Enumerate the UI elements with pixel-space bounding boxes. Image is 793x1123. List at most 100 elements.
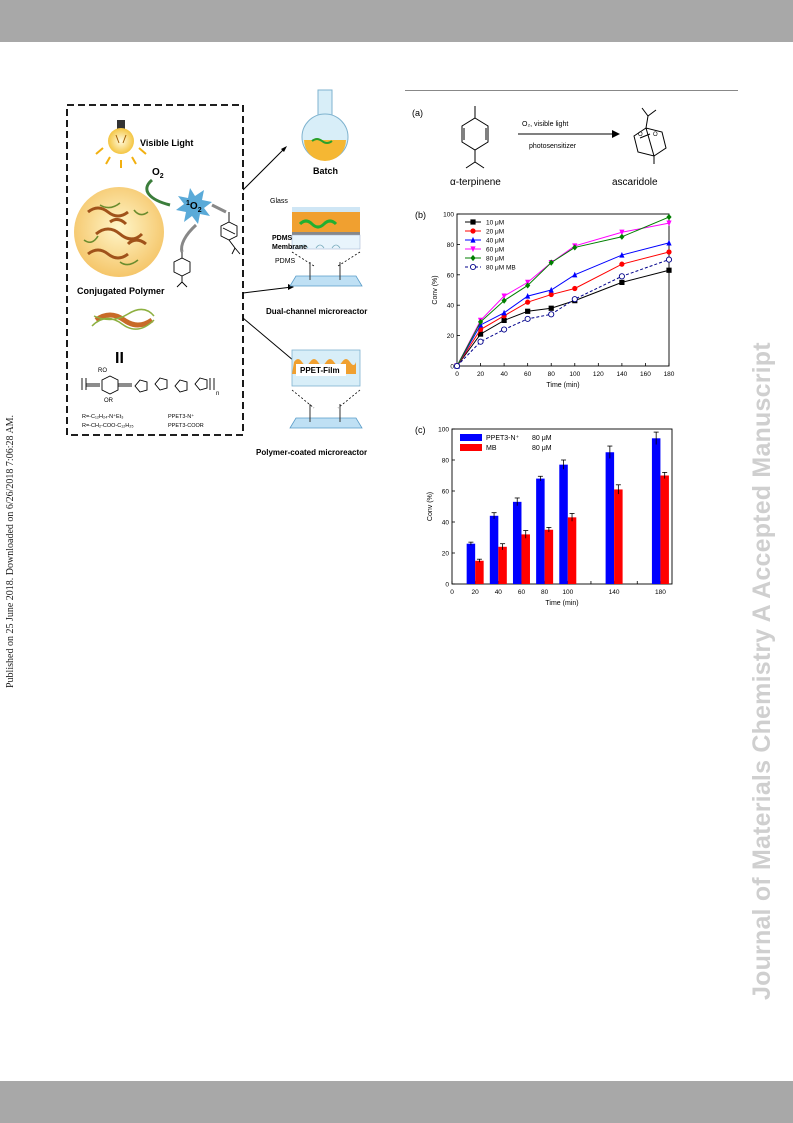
- y-tick-label: 0: [445, 582, 449, 589]
- y-tick-label: 100: [443, 212, 454, 219]
- p1-label: PPET3-N⁺: [168, 413, 194, 420]
- footer-band: [0, 1081, 793, 1123]
- polymer-structure-icon: [81, 375, 215, 395]
- x-tick-label: 100: [569, 371, 580, 378]
- bar: [567, 517, 577, 584]
- polymer-sphere-icon: [74, 187, 164, 277]
- data-point: [666, 239, 672, 246]
- data-point: [666, 220, 672, 227]
- r2-formula: R=-CH₂-COO-C₁₂H₂₅: [82, 423, 134, 429]
- bar: [489, 515, 499, 584]
- legend-label: 20 μM: [486, 229, 504, 236]
- x-tick-label: 120: [593, 371, 604, 378]
- pdms-membrane-label-1: PDMS: [272, 235, 293, 242]
- o2-arrow: [145, 178, 171, 207]
- plot-frame: [456, 213, 670, 367]
- legend-value: 80 μM: [532, 435, 552, 442]
- bar: [605, 452, 615, 584]
- x-tick-label: 140: [609, 589, 620, 596]
- repeat-n-label: n: [216, 391, 219, 397]
- data-point: [619, 279, 625, 285]
- legend-label: 40 μM: [486, 238, 504, 245]
- journal-watermark: Journal of Materials Chemistry A Accepte…: [748, 342, 776, 1000]
- legend-label: MB: [486, 445, 497, 452]
- data-point: [666, 249, 672, 255]
- or-label: OR: [104, 398, 114, 404]
- data-point: [548, 286, 554, 293]
- x-tick-label: 20: [472, 589, 480, 596]
- arrow-to-batch: [242, 147, 286, 191]
- y-tick-label: 60: [447, 272, 455, 279]
- legend-swatch: [460, 444, 482, 451]
- polymer-coated-reactor-icon: [289, 349, 363, 429]
- data-point: [548, 305, 554, 311]
- bar: [614, 489, 623, 584]
- data-point: [619, 261, 625, 267]
- bar: [512, 501, 522, 584]
- bar: [521, 534, 530, 584]
- x-tick-label: 100: [562, 589, 573, 596]
- x-tick-label: 80: [548, 371, 556, 378]
- o2-label: O2: [152, 167, 164, 180]
- terpinene-arrow: [211, 203, 227, 214]
- data-point: [525, 282, 531, 289]
- data-point: [524, 315, 531, 322]
- ro-label: RO: [98, 368, 107, 374]
- data-point: [477, 338, 484, 345]
- x-axis-label: Time (min): [545, 600, 578, 607]
- column-rule: [405, 90, 738, 91]
- series-line: [456, 222, 670, 367]
- y-axis-label: Conv (%): [427, 492, 434, 521]
- arrow-to-coated: [242, 317, 301, 367]
- x-tick-label: 180: [655, 589, 666, 596]
- data-point: [548, 311, 555, 318]
- panel-label: (b): [415, 210, 426, 220]
- equivalence-symbol: II: [115, 350, 124, 367]
- product-name: ascaridole: [612, 177, 658, 188]
- batch-flask-icon: [301, 89, 349, 161]
- y-tick-label: 40: [447, 303, 455, 310]
- data-point: [501, 293, 507, 300]
- alpha-terpinene-structure-icon: [461, 106, 489, 169]
- peroxide-o2: O: [653, 132, 658, 138]
- x-tick-label: 40: [500, 371, 508, 378]
- x-tick-label: 20: [477, 371, 485, 378]
- data-point: [548, 259, 554, 266]
- x-tick-label: 180: [664, 371, 675, 378]
- header-band: [0, 0, 793, 42]
- data-point: [619, 233, 625, 240]
- legend-label: PPET3-N⁺: [486, 435, 520, 442]
- polymer-coated-label: Polymer-coated microreactor: [256, 448, 367, 457]
- reaction-arrow-head: [612, 130, 620, 138]
- series-line: [456, 251, 670, 367]
- data-point: [501, 309, 507, 316]
- data-point: [525, 299, 531, 305]
- data-point: [453, 362, 461, 370]
- panel-a-label: (a): [412, 108, 423, 118]
- x-tick-label: 0: [455, 371, 459, 378]
- x-tick-label: 60: [518, 589, 526, 596]
- x-tick-label: 80: [541, 589, 549, 596]
- data-point: [572, 285, 578, 292]
- bar: [498, 546, 507, 584]
- data-point: [525, 292, 531, 299]
- p2-label: PPET3-COOR: [168, 423, 204, 429]
- data-point: [665, 256, 673, 263]
- condition-top: O₂, visible light: [522, 121, 568, 128]
- batch-label: Batch: [313, 166, 338, 176]
- pdms-label: PDMS: [275, 258, 296, 265]
- data-point: [501, 326, 508, 333]
- y-tick-label: 80: [447, 242, 455, 249]
- legend-label: 60 μM: [486, 247, 504, 254]
- peroxide-o1: O: [638, 132, 643, 138]
- data-point: [666, 213, 672, 221]
- glass-label: Glass: [270, 198, 288, 205]
- data-point: [619, 229, 625, 236]
- x-tick-label: 140: [616, 371, 627, 378]
- schematic-figure: Visible Light Conjugated Polymer O2 1O2 …: [66, 89, 367, 457]
- y-tick-label: 20: [447, 333, 455, 340]
- bar: [544, 529, 554, 584]
- data-point: [470, 219, 476, 225]
- panel-label: (c): [415, 425, 426, 435]
- bar: [475, 560, 484, 584]
